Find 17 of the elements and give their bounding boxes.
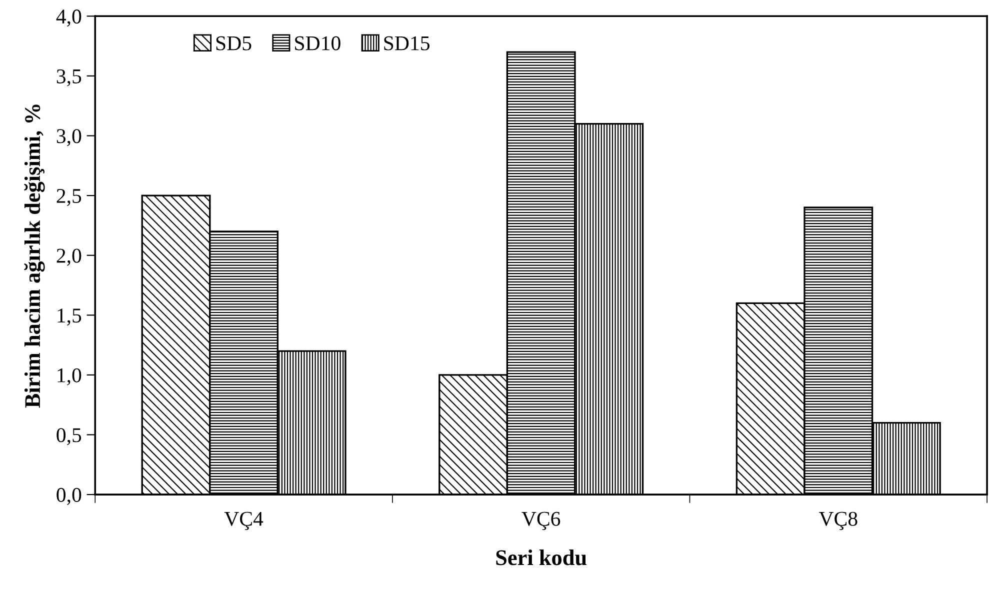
x-tick-label: VÇ6 [522, 512, 560, 530]
y-tick-label: 2,0 [56, 248, 82, 266]
y-tick-label: 0,0 [56, 488, 82, 505]
x-tick-label: VÇ4 [224, 512, 264, 530]
x-tick-label: VÇ8 [818, 512, 858, 530]
x-axis-title: Seri kodu [496, 550, 586, 566]
y-tick-label: 1,0 [58, 368, 82, 386]
y-tick-label: 0,5 [56, 428, 82, 446]
legend-label: SD5 [216, 36, 252, 50]
legend-label: SD10 [295, 36, 340, 50]
y-tick-label: 4,0 [56, 10, 82, 27]
y-tick-label: 3,5 [56, 69, 82, 86]
y-tick-label: 1,5 [58, 308, 82, 326]
y-axis-title: Birim hacim ağırlık değişimi, % [24, 104, 45, 408]
legend-label: SD15 [384, 36, 430, 50]
y-tick-label: 2,5 [56, 188, 82, 206]
y-tick-label: 3,0 [56, 129, 82, 146]
